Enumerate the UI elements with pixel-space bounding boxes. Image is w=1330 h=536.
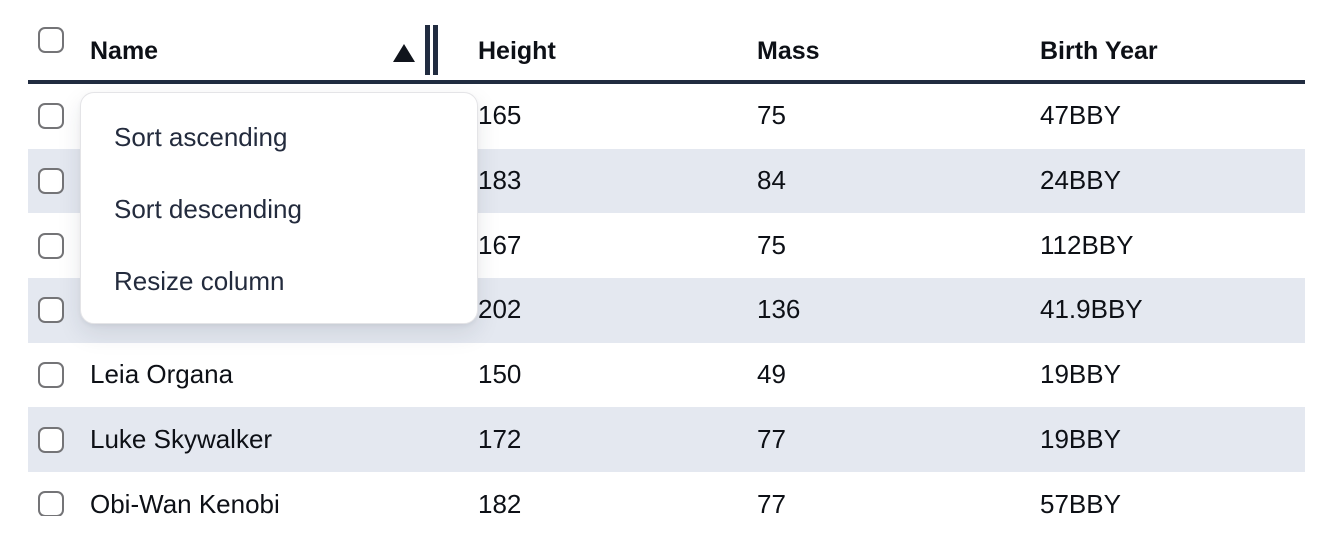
cell-mass: 77 [757, 424, 786, 454]
column-context-menu: Sort ascending Sort descending Resize co… [80, 92, 478, 324]
cell-birth-year: 47BBY [1040, 101, 1121, 131]
row-checkbox[interactable] [38, 491, 64, 516]
cell-mass: 49 [757, 360, 786, 390]
table-row: Luke Skywalker 172 77 19BBY [28, 407, 1305, 473]
cell-birth-year: 24BBY [1040, 166, 1121, 196]
cell-name: Luke Skywalker [90, 424, 273, 454]
row-checkbox[interactable] [38, 103, 64, 130]
cell-birth-year: 57BBY [1040, 489, 1121, 516]
cell-mass: 75 [757, 230, 786, 260]
column-header-birth-year-label: Birth Year [1040, 37, 1158, 65]
row-checkbox[interactable] [38, 426, 64, 453]
column-header-height-label: Height [478, 37, 556, 65]
column-header-mass[interactable]: Mass [747, 0, 1030, 80]
cell-name: Obi-Wan Kenobi [90, 489, 280, 516]
cell-birth-year: 41.9BBY [1040, 295, 1143, 325]
table-row: Obi-Wan Kenobi 182 77 57BBY [28, 472, 1305, 516]
sort-ascending-icon [393, 44, 415, 62]
cell-birth-year: 19BBY [1040, 424, 1121, 454]
cell-birth-year: 112BBY [1040, 230, 1134, 260]
column-resize-handle[interactable] [425, 25, 439, 75]
row-checkbox[interactable] [38, 362, 64, 389]
column-header-name[interactable]: Name [78, 0, 468, 80]
cell-mass: 136 [757, 295, 801, 325]
column-header-name-label: Name [90, 37, 159, 65]
menu-item-sort-descending[interactable]: Sort descending [114, 193, 302, 224]
menu-item-resize-column[interactable]: Resize column [114, 265, 285, 296]
table-row: Leia Organa 150 49 19BBY [28, 342, 1305, 408]
row-checkbox[interactable] [38, 232, 64, 259]
cell-mass: 75 [757, 101, 786, 131]
select-all-checkbox[interactable] [38, 27, 64, 53]
cell-mass: 77 [757, 489, 786, 516]
select-all-cell [28, 0, 78, 80]
cell-name: Leia Organa [90, 360, 234, 390]
cell-height: 183 [478, 166, 522, 196]
column-header-birth-year[interactable]: Birth Year [1030, 0, 1305, 80]
row-checkbox[interactable] [38, 297, 64, 324]
cell-height: 165 [478, 101, 522, 131]
row-checkbox[interactable] [38, 168, 64, 195]
cell-height: 182 [478, 489, 522, 516]
cell-height: 150 [478, 360, 522, 390]
column-header-mass-label: Mass [757, 37, 820, 65]
menu-item-sort-ascending[interactable]: Sort ascending [114, 121, 288, 152]
cell-height: 172 [478, 424, 522, 454]
cell-height: 167 [478, 230, 522, 260]
cell-birth-year: 19BBY [1040, 360, 1121, 390]
cell-mass: 84 [757, 166, 786, 196]
column-header-height[interactable]: Height [468, 0, 747, 80]
table-header: Name Height Mass Birth Year [28, 0, 1305, 84]
cell-height: 202 [478, 295, 522, 325]
